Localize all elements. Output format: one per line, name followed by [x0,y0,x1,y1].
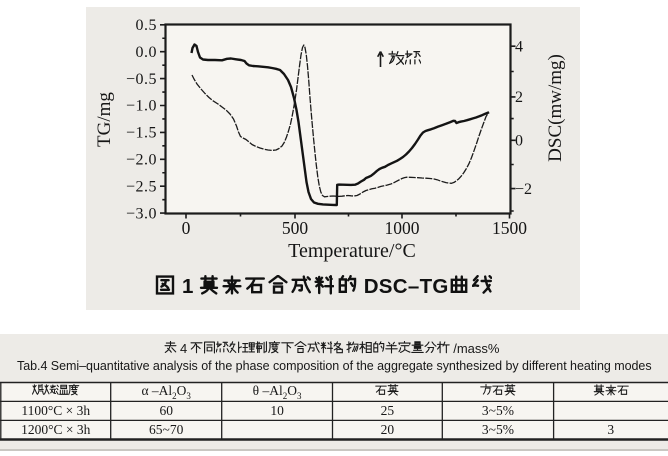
svg-text:Temperature/°C: Temperature/°C [288,240,416,262]
svg-text:DSC(mw/mg): DSC(mw/mg) [545,54,566,162]
svg-text:2: 2 [515,89,523,106]
svg-text:−2.5: −2.5 [126,178,157,195]
svg-text:−2: −2 [515,181,532,198]
svg-text:−2.0: −2.0 [126,152,157,169]
svg-text:1000: 1000 [385,218,420,238]
svg-text:0.0: 0.0 [136,44,158,61]
svg-text:1500: 1500 [492,218,527,238]
svg-text:−0.5: −0.5 [126,71,157,88]
svg-text:500: 500 [282,218,309,238]
svg-text:0: 0 [515,133,523,150]
svg-text:0.5: 0.5 [136,17,158,34]
svg-text:−1.0: −1.0 [126,98,157,115]
svg-text:4: 4 [515,38,523,55]
svg-text:−3.0: −3.0 [126,205,157,222]
svg-text:−1.5: −1.5 [126,125,157,142]
svg-text:TG/mg: TG/mg [94,92,115,147]
svg-text:0: 0 [182,218,191,238]
